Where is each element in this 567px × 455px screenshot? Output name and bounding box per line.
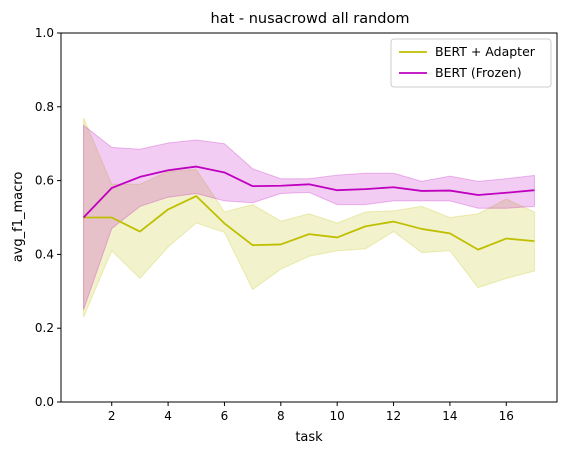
x-tick-label: 6 — [221, 409, 229, 423]
x-axis-label: task — [295, 430, 323, 445]
x-tick-label: 10 — [330, 409, 345, 423]
bert-frozen-series-line — [82, 165, 535, 219]
x-tick-label: 8 — [277, 409, 285, 423]
x-tick-label: 2 — [108, 409, 116, 423]
y-tick-label: 0.2 — [35, 321, 54, 335]
y-axis-ticks: 0.0 0.2 0.4 0.6 0.8 1.0 — [35, 26, 61, 409]
x-tick-label: 16 — [499, 409, 514, 423]
chart-title: hat - nusacrowd all random — [211, 11, 410, 27]
bert-adapter-series-line — [83, 195, 535, 251]
x-axis-ticks: 2 4 6 8 10 12 14 16 — [108, 402, 514, 423]
y-tick-label: 0.8 — [35, 100, 54, 114]
bert-frozen-confidence-band — [83, 124, 535, 310]
bert-frozen-legend-label: BERT (Frozen) — [435, 65, 522, 80]
y-axis-label: avg_f1_macro — [11, 172, 26, 263]
y-tick-label: 0.0 — [35, 395, 54, 409]
y-tick-label: 0.6 — [35, 174, 54, 188]
plot-area-frame — [60, 32, 558, 403]
legend-box — [390, 38, 552, 88]
confidence-bands — [83, 117, 535, 318]
bert-adapter-confidence-band — [83, 117, 535, 318]
y-tick-label: 0.4 — [35, 247, 54, 261]
series-lines — [82, 165, 535, 251]
bert-adapter-legend-label: BERT + Adapter — [435, 44, 536, 59]
chart-legend: BERT + Adapter BERT (Frozen) — [390, 38, 552, 88]
x-tick-label: 12 — [386, 409, 401, 423]
x-tick-label: 14 — [442, 409, 457, 423]
x-tick-label: 4 — [164, 409, 172, 423]
y-tick-label: 1.0 — [35, 26, 54, 40]
